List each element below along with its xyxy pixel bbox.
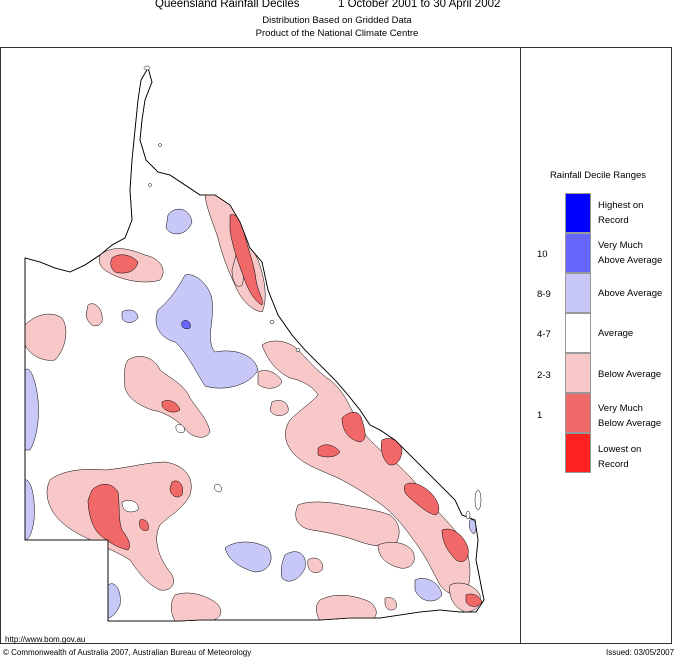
very-much-above-region bbox=[181, 320, 191, 329]
average-islands bbox=[121, 424, 222, 513]
map-period: 1 October 2001 to 30 April 2002 bbox=[338, 0, 501, 10]
footer-copyright: © Commonwealth of Australia 2007, Austra… bbox=[3, 648, 252, 657]
very-much-below-regions bbox=[87, 214, 483, 607]
map-subtitle-method: Distribution Based on Gridded Data bbox=[262, 15, 412, 26]
legend-label-lowest-2: Record bbox=[598, 459, 629, 470]
legend-swatch-very-much-below bbox=[565, 393, 591, 433]
legend-divider bbox=[520, 47, 521, 644]
footer-url-link[interactable]: http://www.bom.gov.au bbox=[5, 635, 86, 644]
above-average-regions bbox=[25, 99, 477, 619]
legend-label-very-below-1: Very Much bbox=[598, 403, 643, 414]
legend-range-4-7: 4-7 bbox=[537, 329, 551, 340]
legend-label-above: Above Average bbox=[598, 288, 663, 299]
map-title: Queensland Rainfall Deciles bbox=[155, 0, 300, 10]
legend-range-10: 10 bbox=[537, 249, 548, 260]
legend-swatch-below bbox=[565, 353, 591, 393]
legend-range-2-3: 2-3 bbox=[537, 370, 551, 381]
legend-label-very-above-2: Above Average bbox=[598, 255, 663, 266]
legend-label-below: Below Average bbox=[598, 369, 662, 380]
map-frame bbox=[0, 47, 672, 644]
legend-swatch-average bbox=[565, 313, 591, 353]
legend-label-average: Average bbox=[598, 328, 634, 339]
legend-label-lowest-1: Lowest on bbox=[598, 444, 642, 455]
legend-label-very-below-2: Below Average bbox=[598, 418, 662, 429]
queensland-outline bbox=[24, 66, 485, 622]
coastal-islands bbox=[143, 65, 482, 520]
legend-range-1: 1 bbox=[537, 410, 543, 421]
legend-swatch-highest bbox=[565, 193, 591, 233]
footer-issued-date: Issued: 03/05/2007 bbox=[606, 648, 674, 657]
legend-swatch-very-much-above bbox=[565, 233, 591, 273]
legend-label-highest-1: Highest on bbox=[598, 200, 644, 211]
map-subtitle-product: Product of the National Climate Centre bbox=[255, 28, 419, 39]
legend-label-highest-2: Record bbox=[598, 215, 629, 226]
legend-title: Rainfall Decile Ranges bbox=[549, 170, 647, 181]
legend-swatch-above bbox=[565, 273, 591, 313]
legend-label-very-above-1: Very Much bbox=[598, 240, 643, 251]
legend-swatch-lowest bbox=[565, 433, 591, 473]
legend-range-8-9: 8-9 bbox=[537, 289, 551, 300]
